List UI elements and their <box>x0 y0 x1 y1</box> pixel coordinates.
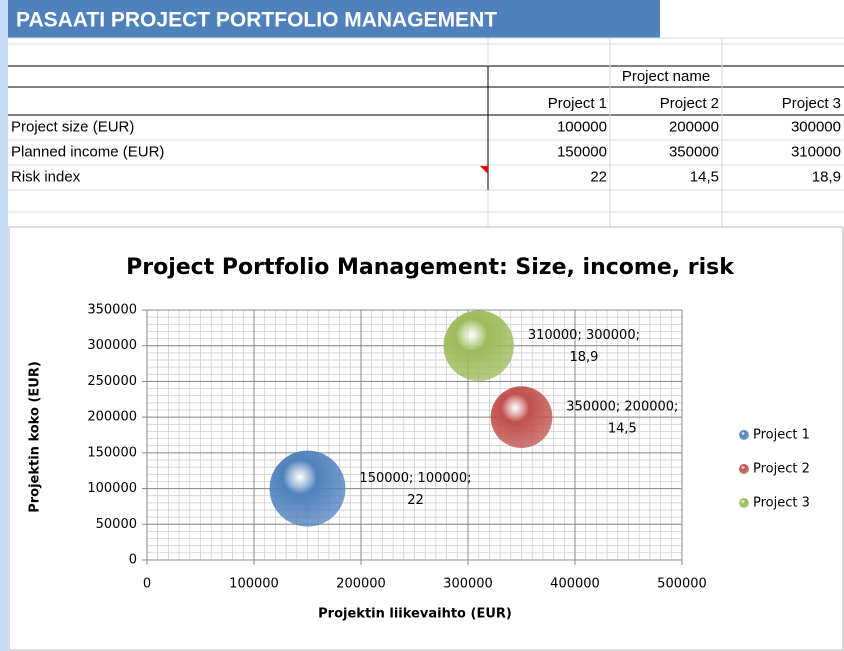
legend-label: Project 2 <box>753 462 810 477</box>
cell: 300000 <box>791 118 841 135</box>
row-label: Project size (EUR) <box>11 118 134 135</box>
y-tick-label: 50000 <box>96 517 137 532</box>
row-label: Planned income (EUR) <box>11 143 164 160</box>
bubble <box>269 450 346 527</box>
legend-marker <box>739 430 749 440</box>
cell: 100000 <box>557 118 607 135</box>
cell: 22 <box>590 168 607 185</box>
cell: 310000 <box>791 143 841 160</box>
data-label: 14,5 <box>608 422 637 437</box>
cell: 18,9 <box>812 168 841 185</box>
y-tick-label: 150000 <box>87 445 137 460</box>
x-axis-label: Projektin liikevaihto (EUR) <box>318 607 512 622</box>
y-tick-label: 100000 <box>87 481 137 496</box>
legend-marker <box>739 464 749 474</box>
y-tick-label: 250000 <box>87 374 137 389</box>
data-label: 22 <box>407 493 424 508</box>
bubble <box>490 386 553 448</box>
x-tick-label: 100000 <box>229 577 279 592</box>
sheet-title: PASAATI PROJECT PORTFOLIO MANAGEMENT <box>16 9 497 32</box>
cell: 150000 <box>557 143 607 160</box>
x-tick-label: 400000 <box>550 577 600 592</box>
x-tick-label: 0 <box>143 577 151 592</box>
bubble <box>443 310 514 381</box>
y-tick-label: 0 <box>129 553 137 568</box>
comment-indicator <box>480 166 488 174</box>
data-label: 18,9 <box>569 350 598 365</box>
y-axis-label: Projektin koko (EUR) <box>28 361 43 513</box>
data-label: 350000; 200000; <box>566 400 678 415</box>
selection-strip <box>0 0 8 651</box>
data-label: 310000; 300000; <box>528 328 640 343</box>
cell: 350000 <box>669 143 719 160</box>
cell: 200000 <box>669 118 719 135</box>
x-tick-label: 300000 <box>443 577 493 592</box>
data-label: 150000; 100000; <box>359 471 471 486</box>
group-header: Project name <box>622 68 710 85</box>
chart: Project Portfolio Management: Size, inco… <box>28 255 810 622</box>
legend-label: Project 1 <box>753 428 810 443</box>
y-tick-label: 300000 <box>87 338 137 353</box>
legend-marker <box>739 498 749 508</box>
x-tick-label: 200000 <box>336 577 386 592</box>
table: Project name Project 1 Project 2 Project 3 P… <box>8 37 844 227</box>
x-tick-label: 500000 <box>657 577 707 592</box>
chart-title: Project Portfolio Management: Size, inco… <box>126 255 735 280</box>
legend-label: Project 3 <box>753 496 810 511</box>
title-bar <box>8 0 660 38</box>
row-label: Risk index <box>11 168 81 185</box>
column-header: Project 1 <box>548 95 607 112</box>
column-header: Project 2 <box>660 95 719 112</box>
column-header: Project 3 <box>782 95 841 112</box>
y-tick-label: 200000 <box>87 410 137 425</box>
cell: 14,5 <box>690 168 719 185</box>
y-tick-label: 350000 <box>87 303 137 318</box>
